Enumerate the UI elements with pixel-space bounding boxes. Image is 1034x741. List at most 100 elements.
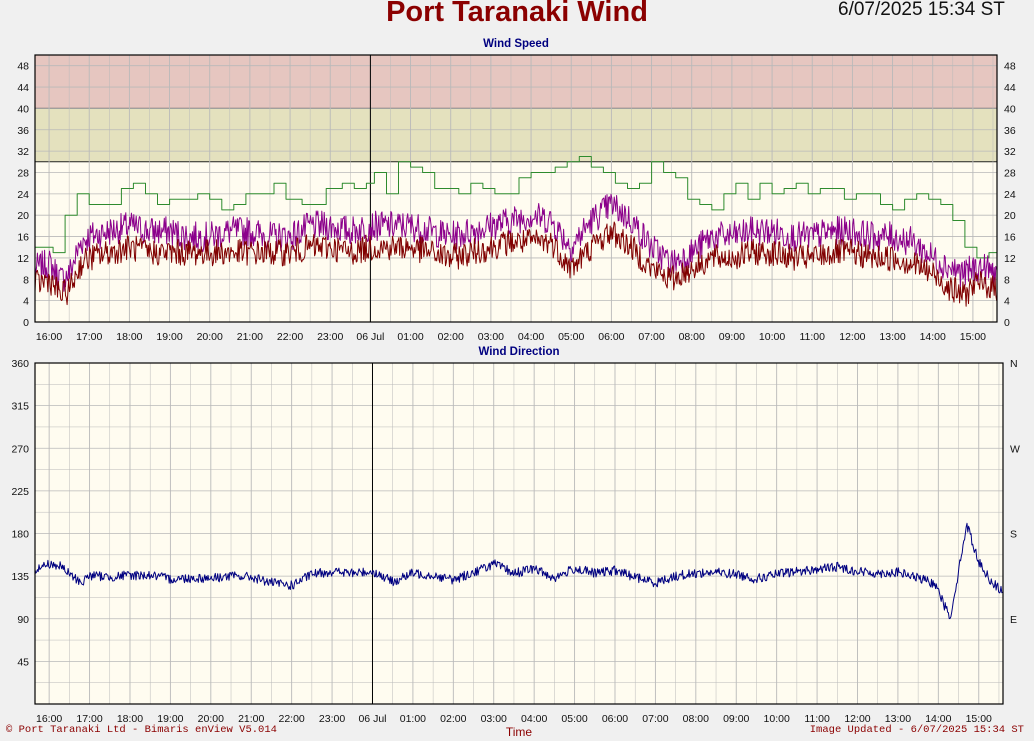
x-tick-label: 15:00	[960, 331, 986, 343]
series-line	[34, 193, 998, 292]
x-tick-label: 04:00	[518, 331, 544, 343]
y-tick-label-right: 40	[1004, 103, 1016, 115]
x-tick-label: 03:00	[481, 713, 507, 725]
page-title: Port Taranaki Wind	[386, 0, 648, 28]
x-tick-label: 09:00	[723, 713, 749, 725]
compass-label: S	[1010, 529, 1017, 541]
x-tick-label: 17:00	[76, 713, 102, 725]
y-tick-label-right: 20	[1004, 210, 1016, 222]
y-tick-label: 360	[11, 358, 29, 370]
series-line	[34, 522, 1003, 620]
y-tick-label-right: 12	[1004, 253, 1016, 265]
y-tick-label-right: 16	[1004, 232, 1016, 244]
x-tick-label: 05:00	[558, 331, 584, 343]
x-tick-label: 02:00	[438, 331, 464, 343]
x-tick-label: 20:00	[198, 713, 224, 725]
x-tick-label: 02:00	[440, 713, 466, 725]
y-tick-label-right: 8	[1004, 274, 1010, 286]
y-tick-label: 28	[17, 167, 29, 179]
x-tick-label: 07:00	[642, 713, 668, 725]
plot-border	[34, 362, 1004, 705]
y-tick-label-right: 36	[1004, 125, 1016, 137]
y-tick-label: 135	[11, 571, 29, 583]
y-tick-label: 20	[17, 210, 29, 222]
x-tick-label: 18:00	[116, 331, 142, 343]
plot-border	[34, 54, 998, 323]
y-tick-label: 16	[17, 232, 29, 244]
y-tick-label-right: 24	[1004, 189, 1016, 201]
y-tick-label-right: 0	[1004, 317, 1010, 329]
compass-label: N	[1010, 358, 1018, 370]
x-tick-label: 11:00	[799, 331, 825, 343]
x-tick-label: 17:00	[76, 331, 102, 343]
x-tick-label: 21:00	[238, 713, 264, 725]
x-tick-label: 08:00	[683, 713, 709, 725]
y-tick-label: 12	[17, 253, 29, 265]
x-tick-label: 06:00	[598, 331, 624, 343]
image-updated-footer: Image Updated - 6/07/2025 15:34 ST	[809, 724, 1024, 736]
x-tick-label: 04:00	[521, 713, 547, 725]
x-tick-label: 06 Jul	[356, 331, 384, 343]
x-tick-label: 21:00	[237, 331, 263, 343]
compass-label: E	[1010, 614, 1017, 626]
x-tick-label: 16:00	[36, 713, 62, 725]
x-tick-label: 01:00	[400, 713, 426, 725]
x-tick-label: 13:00	[885, 713, 911, 725]
y-tick-label: 36	[17, 125, 29, 137]
y-tick-label-right: 48	[1004, 61, 1016, 73]
compass-label: W	[1010, 443, 1020, 455]
y-tick-label: 180	[11, 529, 29, 541]
x-tick-label: 13:00	[879, 331, 905, 343]
x-axis-label: Time	[506, 725, 533, 739]
x-tick-label: 09:00	[719, 331, 745, 343]
y-tick-label: 48	[17, 61, 29, 73]
x-tick-label: 16:00	[36, 331, 62, 343]
y-tick-label: 45	[17, 656, 29, 668]
threshold-band	[35, 55, 997, 109]
y-tick-label: 270	[11, 443, 29, 455]
x-tick-label: 14:00	[920, 331, 946, 343]
x-tick-label: 10:00	[759, 331, 785, 343]
y-tick-label: 4	[23, 296, 29, 308]
x-tick-label: 23:00	[319, 713, 345, 725]
x-tick-label: 11:00	[804, 713, 830, 725]
x-tick-label: 22:00	[279, 713, 305, 725]
series-line	[34, 221, 998, 307]
x-tick-label: 03:00	[478, 331, 504, 343]
y-tick-label: 315	[11, 401, 29, 413]
y-tick-label: 8	[23, 274, 29, 286]
x-tick-label: 12:00	[839, 331, 865, 343]
y-tick-label-right: 32	[1004, 146, 1016, 158]
x-tick-label: 12:00	[844, 713, 870, 725]
copyright-footer: © Port Taranaki Ltd - Bimaris enView V5.…	[6, 724, 277, 736]
y-tick-label-right: 28	[1004, 167, 1016, 179]
y-tick-label: 40	[17, 103, 29, 115]
y-tick-label: 24	[17, 189, 29, 201]
chart-title: Wind Direction	[478, 346, 559, 358]
y-tick-label: 32	[17, 146, 29, 158]
x-tick-label: 23:00	[317, 331, 343, 343]
series-line	[35, 156, 998, 259]
x-tick-label: 22:00	[277, 331, 303, 343]
x-tick-label: 20:00	[197, 331, 223, 343]
chart-title: Wind Speed	[483, 38, 549, 50]
x-tick-label: 08:00	[679, 331, 705, 343]
x-tick-label: 14:00	[925, 713, 951, 725]
x-tick-label: 10:00	[764, 713, 790, 725]
threshold-band	[35, 108, 997, 162]
x-tick-label: 19:00	[157, 713, 183, 725]
y-tick-label: 90	[17, 614, 29, 626]
y-tick-label: 44	[17, 82, 29, 94]
x-tick-label: 15:00	[966, 713, 992, 725]
y-tick-label: 225	[11, 486, 29, 498]
x-tick-label: 19:00	[156, 331, 182, 343]
x-tick-label: 05:00	[561, 713, 587, 725]
y-tick-label: 0	[23, 317, 29, 329]
x-tick-label: 18:00	[117, 713, 143, 725]
y-tick-label-right: 4	[1004, 296, 1010, 308]
y-tick-label-right: 44	[1004, 82, 1016, 94]
update-timestamp: 6/07/2025 15:34 ST	[838, 0, 1005, 20]
x-tick-label: 07:00	[638, 331, 664, 343]
x-tick-label: 06:00	[602, 713, 628, 725]
